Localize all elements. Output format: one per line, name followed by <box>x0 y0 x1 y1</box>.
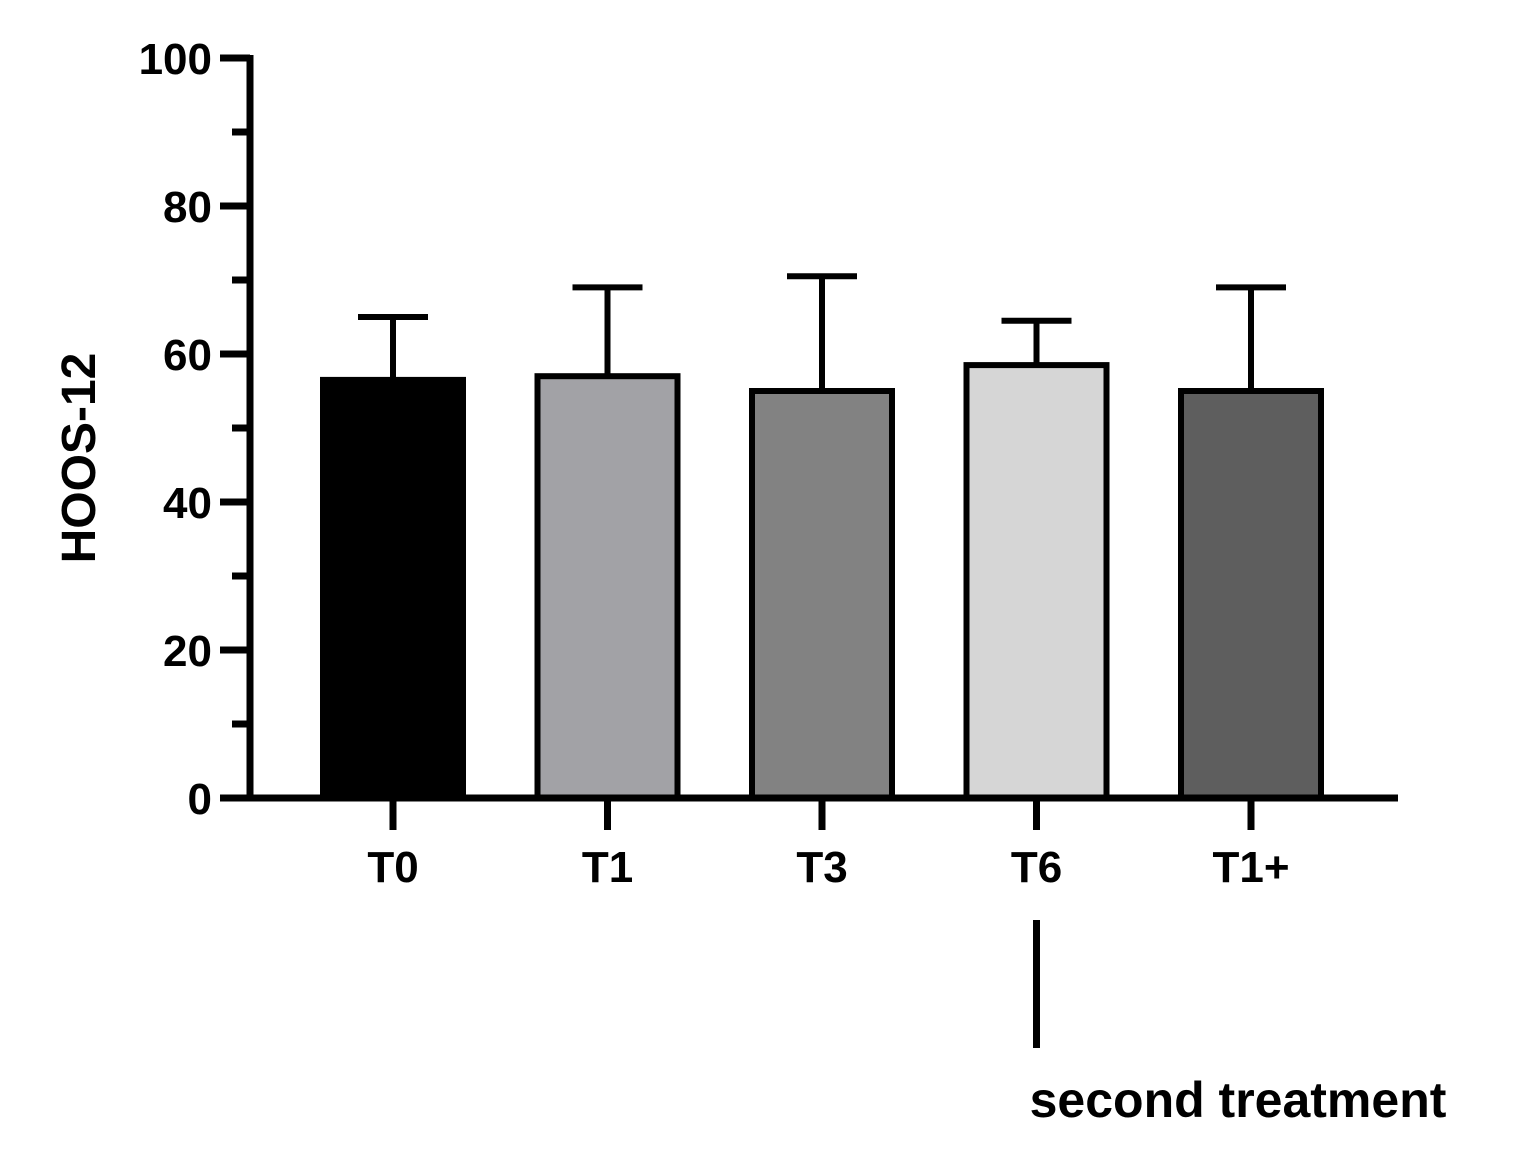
bar-T3 <box>749 388 895 801</box>
y-tick-label: 40 <box>163 479 212 528</box>
x-tick-label-T3: T3 <box>796 843 847 892</box>
x-tick-label-T1: T1 <box>582 843 633 892</box>
bars <box>320 362 1324 801</box>
y-tick-label: 20 <box>163 627 212 676</box>
y-axis-title: HOOS-12 <box>53 353 106 564</box>
x-tick-label-T0: T0 <box>367 843 418 892</box>
y-tick-label: 0 <box>188 775 212 824</box>
second-treatment-label: second treatment <box>1030 1072 1447 1128</box>
x-tick-label-T1+: T1+ <box>1212 843 1289 892</box>
y-axis: 0 20 40 60 80 100 <box>139 35 254 824</box>
y-tick-label: 60 <box>163 331 212 380</box>
y-tick-label: 100 <box>139 35 212 84</box>
bar-T0 <box>320 376 466 801</box>
y-tick-label: 80 <box>163 183 212 232</box>
bar-T1+ <box>1178 388 1324 801</box>
x-axis: T0 T1 T3 T6 T1+ <box>220 794 1398 892</box>
bar-T6 <box>963 362 1110 801</box>
error-bars <box>358 273 1286 391</box>
annotation: second treatment <box>1030 920 1447 1128</box>
x-tick-label-T6: T6 <box>1011 843 1062 892</box>
bar-T1 <box>534 373 681 801</box>
